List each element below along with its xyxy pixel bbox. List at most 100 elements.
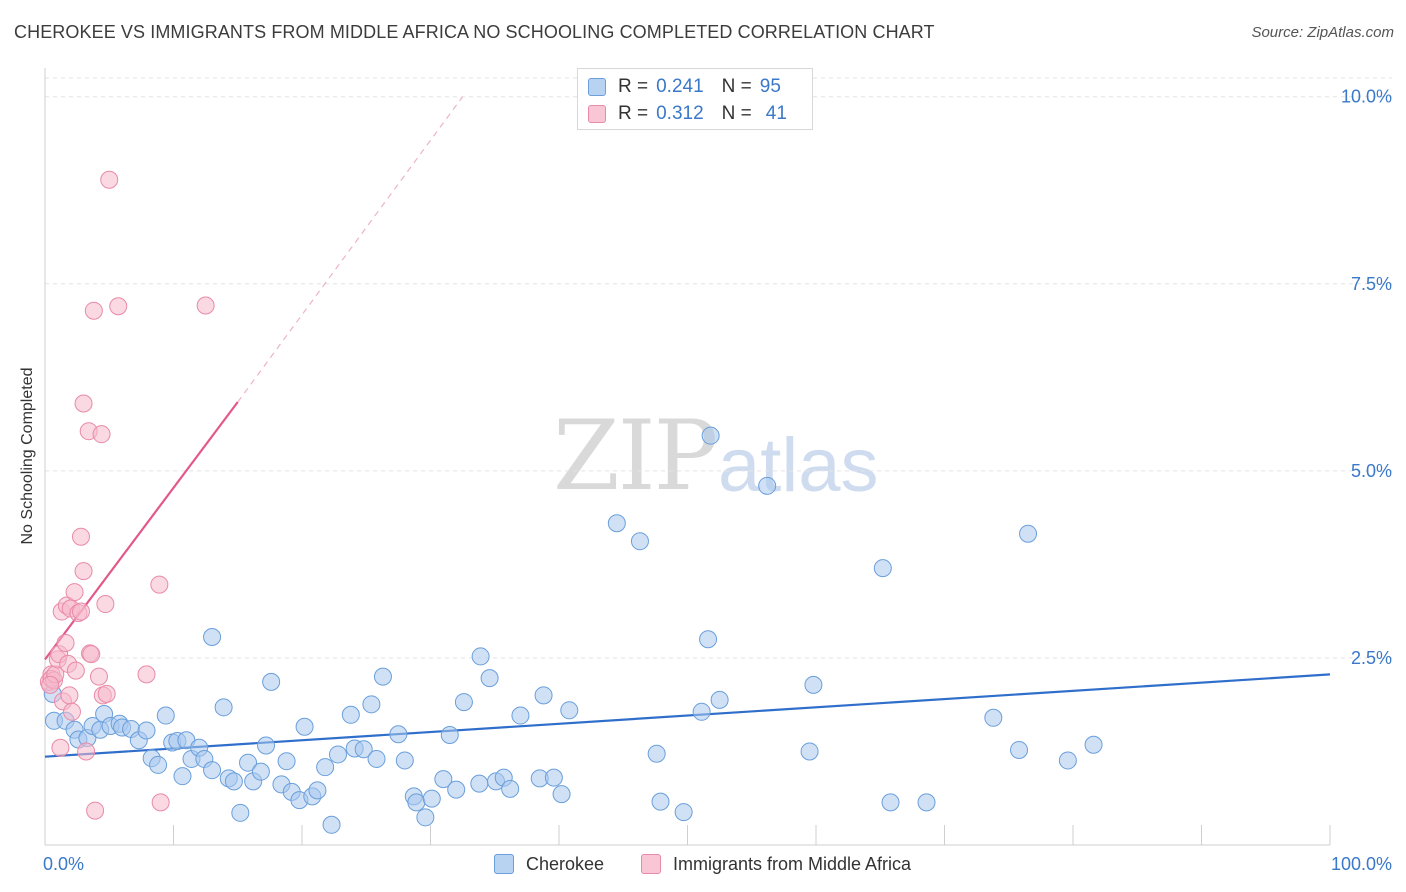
- cherokee-point: [407, 793, 426, 812]
- watermark-atlas: atlas: [718, 423, 879, 508]
- cherokee-point: [758, 476, 777, 495]
- chart-title: CHEROKEE VS IMMIGRANTS FROM MIDDLE AFRIC…: [14, 22, 935, 42]
- y-tick-label: 10.0%: [1341, 87, 1392, 107]
- middle-africa-point: [109, 297, 128, 316]
- middle-africa-point: [60, 686, 79, 705]
- cherokee-point: [630, 532, 649, 551]
- middle-africa-point: [77, 742, 96, 761]
- middle-africa-point: [51, 738, 70, 757]
- middle-africa-point: [150, 575, 169, 594]
- cherokee-point: [354, 740, 373, 759]
- cherokee-point: [137, 721, 156, 740]
- cherokee-point: [607, 514, 626, 533]
- bottom-legend-label-cherokee: Cherokee: [526, 853, 605, 874]
- y-tick-label: 7.5%: [1351, 274, 1392, 294]
- cherokee-point: [470, 774, 489, 793]
- cherokee-point: [295, 717, 314, 736]
- cherokee-point: [511, 706, 530, 725]
- middle-africa-point: [151, 793, 170, 812]
- middle-africa-point: [84, 301, 103, 320]
- cherokee-point: [341, 705, 360, 724]
- middle-africa-point: [56, 633, 75, 652]
- cherokee-point: [1058, 751, 1077, 770]
- cherokee-point: [203, 627, 222, 646]
- bottom-legend-cherokee: Cherokee: [494, 852, 604, 876]
- cherokee-point: [231, 803, 250, 822]
- cherokee-point: [1010, 740, 1029, 759]
- legend-n-value: 95: [759, 76, 781, 97]
- middle-africa-point: [96, 595, 115, 614]
- cherokee-point: [395, 751, 414, 770]
- middle-africa-trend-extension: [237, 96, 464, 403]
- middle-africa-point: [86, 801, 105, 820]
- legend-n-value: 41: [765, 103, 787, 124]
- cherokee-point: [224, 772, 243, 791]
- cherokee-point: [881, 793, 900, 812]
- cherokee-point: [173, 767, 192, 786]
- cherokee-point: [239, 753, 258, 772]
- legend-n-label: N =: [721, 76, 752, 97]
- cherokee-point: [1084, 735, 1103, 754]
- cherokee-point: [674, 803, 693, 822]
- cherokee-point: [447, 780, 466, 799]
- middle-africa-point: [66, 661, 85, 680]
- cherokee-point: [710, 690, 729, 709]
- cherokee-point: [362, 695, 381, 714]
- cherokee-point: [316, 758, 335, 777]
- cherokee-point: [308, 781, 327, 800]
- cherokee-point: [389, 725, 408, 744]
- cherokee-point: [534, 686, 553, 705]
- cherokee-point: [984, 708, 1003, 727]
- middle-africa-point: [71, 602, 90, 621]
- cherokee-point: [440, 726, 459, 745]
- middle-africa-point: [100, 170, 119, 189]
- middle-africa-point: [89, 667, 108, 686]
- middle-africa-point: [196, 296, 215, 315]
- cherokee-point: [149, 755, 168, 774]
- cherokee-point: [262, 672, 281, 691]
- cherokee-point: [552, 785, 571, 804]
- x-tick-label: 100.0%: [1331, 854, 1392, 874]
- legend-n-label: N =: [721, 103, 752, 124]
- middle-africa-point: [97, 684, 116, 703]
- middle-africa-point: [82, 645, 101, 664]
- cherokee-point: [651, 792, 670, 811]
- cherokee-point: [917, 793, 936, 812]
- cherokee-point: [373, 667, 392, 686]
- cherokee-point: [322, 815, 341, 834]
- cherokee-point: [416, 808, 435, 827]
- axes: [44, 68, 1331, 846]
- cherokee-point: [501, 779, 520, 798]
- cherokee-point: [544, 768, 563, 787]
- cherokee-point: [434, 770, 453, 789]
- correlation-legend: R = 0.241 N = 95 R = 0.312 N = 41: [577, 68, 813, 130]
- cherokee-point: [1019, 524, 1038, 543]
- middle-africa-point: [92, 425, 111, 444]
- cherokee-point: [800, 742, 819, 761]
- cherokee-point: [328, 745, 347, 764]
- legend-row-middle-africa: R = 0.312 N = 41: [588, 103, 787, 125]
- x-tick-label: 0.0%: [43, 854, 84, 874]
- tick-labels: 2.5% 5.0% 7.5% 10.0% 0.0% 100.0%: [43, 87, 1392, 874]
- cherokee-point: [214, 698, 233, 717]
- middle-africa-point: [62, 702, 81, 721]
- cherokee-point: [422, 789, 441, 808]
- cherokee-point: [701, 426, 720, 445]
- middle-africa-point: [71, 527, 90, 546]
- bottom-legend-swatch-pink: [641, 854, 661, 874]
- legend-row-cherokee: R = 0.241 N = 95: [588, 76, 781, 98]
- legend-swatch-pink: [588, 105, 606, 123]
- middle-africa-point: [74, 562, 93, 581]
- bottom-legend-swatch-blue: [494, 854, 514, 874]
- cherokee-point: [203, 761, 222, 780]
- cherokee-point: [471, 647, 490, 666]
- cherokee-point: [251, 762, 270, 781]
- legend-r-label: R =: [618, 76, 649, 97]
- middle-africa-point: [65, 583, 84, 602]
- middle-africa-point: [137, 665, 156, 684]
- cherokee-trend-line: [44, 673, 1331, 758]
- cherokee-point: [692, 702, 711, 721]
- bottom-legend-middle-africa: Immigrants from Middle Africa: [641, 852, 911, 876]
- source-label: Source: ZipAtlas.com: [1251, 24, 1394, 41]
